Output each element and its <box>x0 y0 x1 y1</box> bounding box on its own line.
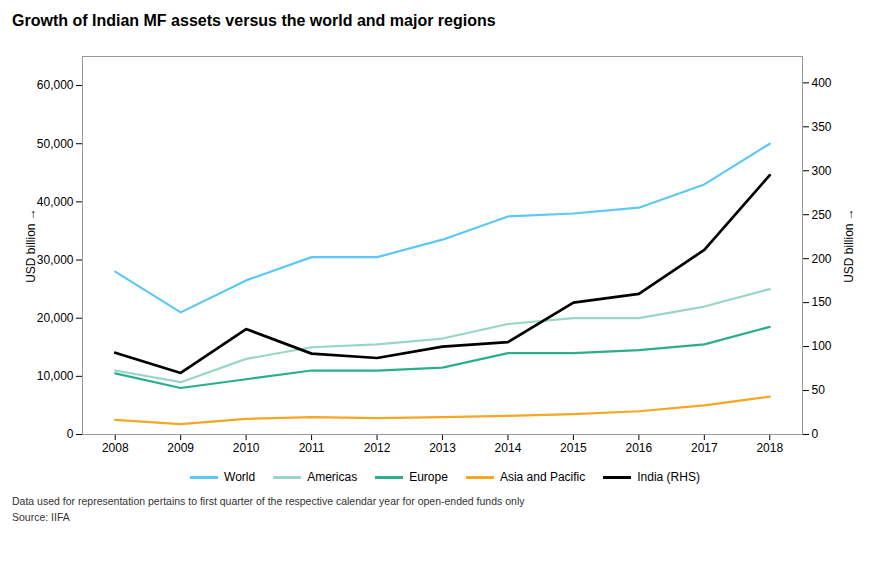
svg-text:2012: 2012 <box>364 441 391 455</box>
svg-text:10,000: 10,000 <box>37 369 74 383</box>
svg-text:2015: 2015 <box>560 441 587 455</box>
html-text:Americas: Americas <box>307 470 358 484</box>
svg-text:2009: 2009 <box>167 441 194 455</box>
svg-text:0: 0 <box>67 427 74 441</box>
html-text:India (RHS): India (RHS) <box>637 470 700 484</box>
svg-text:100: 100 <box>812 339 832 353</box>
svg-text:20,000: 20,000 <box>37 311 74 325</box>
svg-text:2017: 2017 <box>691 441 718 455</box>
svg-text:300: 300 <box>812 164 832 178</box>
svg-text:350: 350 <box>812 120 832 134</box>
svg-text:2018: 2018 <box>756 441 783 455</box>
html-text:Growth of Indian MF assets ver: Growth of Indian MF assets versus the wo… <box>12 12 496 29</box>
svg-text:2011: 2011 <box>299 441 325 455</box>
html-text:World: World <box>224 470 256 484</box>
svg-text:2008: 2008 <box>102 441 129 455</box>
html-text:Asia and Pacific: Asia and Pacific <box>499 470 586 484</box>
svg-text:USD billion →: USD billion → <box>842 208 856 283</box>
svg-text:150: 150 <box>812 295 832 309</box>
svg-text:250: 250 <box>812 208 832 222</box>
svg-text:60,000: 60,000 <box>37 78 74 92</box>
svg-text:50,000: 50,000 <box>37 137 74 151</box>
html-text:Source: IIFA: Source: IIFA <box>12 510 70 523</box>
svg-text:200: 200 <box>812 252 832 266</box>
svg-text:30,000: 30,000 <box>37 253 74 267</box>
svg-text:USD billion →: USD billion → <box>24 208 38 283</box>
svg-text:40,000: 40,000 <box>37 195 74 209</box>
svg-text:400: 400 <box>812 76 832 90</box>
html-text:Europe: Europe <box>409 470 448 484</box>
svg-text:2014: 2014 <box>495 441 522 455</box>
svg-text:2013: 2013 <box>429 441 456 455</box>
svg-text:2016: 2016 <box>626 441 653 455</box>
html-text:Data used for representation p: Data used for representation pertains to… <box>12 495 525 507</box>
svg-text:2010: 2010 <box>233 441 260 455</box>
svg-text:0: 0 <box>812 427 819 441</box>
svg-text:50: 50 <box>812 383 826 397</box>
